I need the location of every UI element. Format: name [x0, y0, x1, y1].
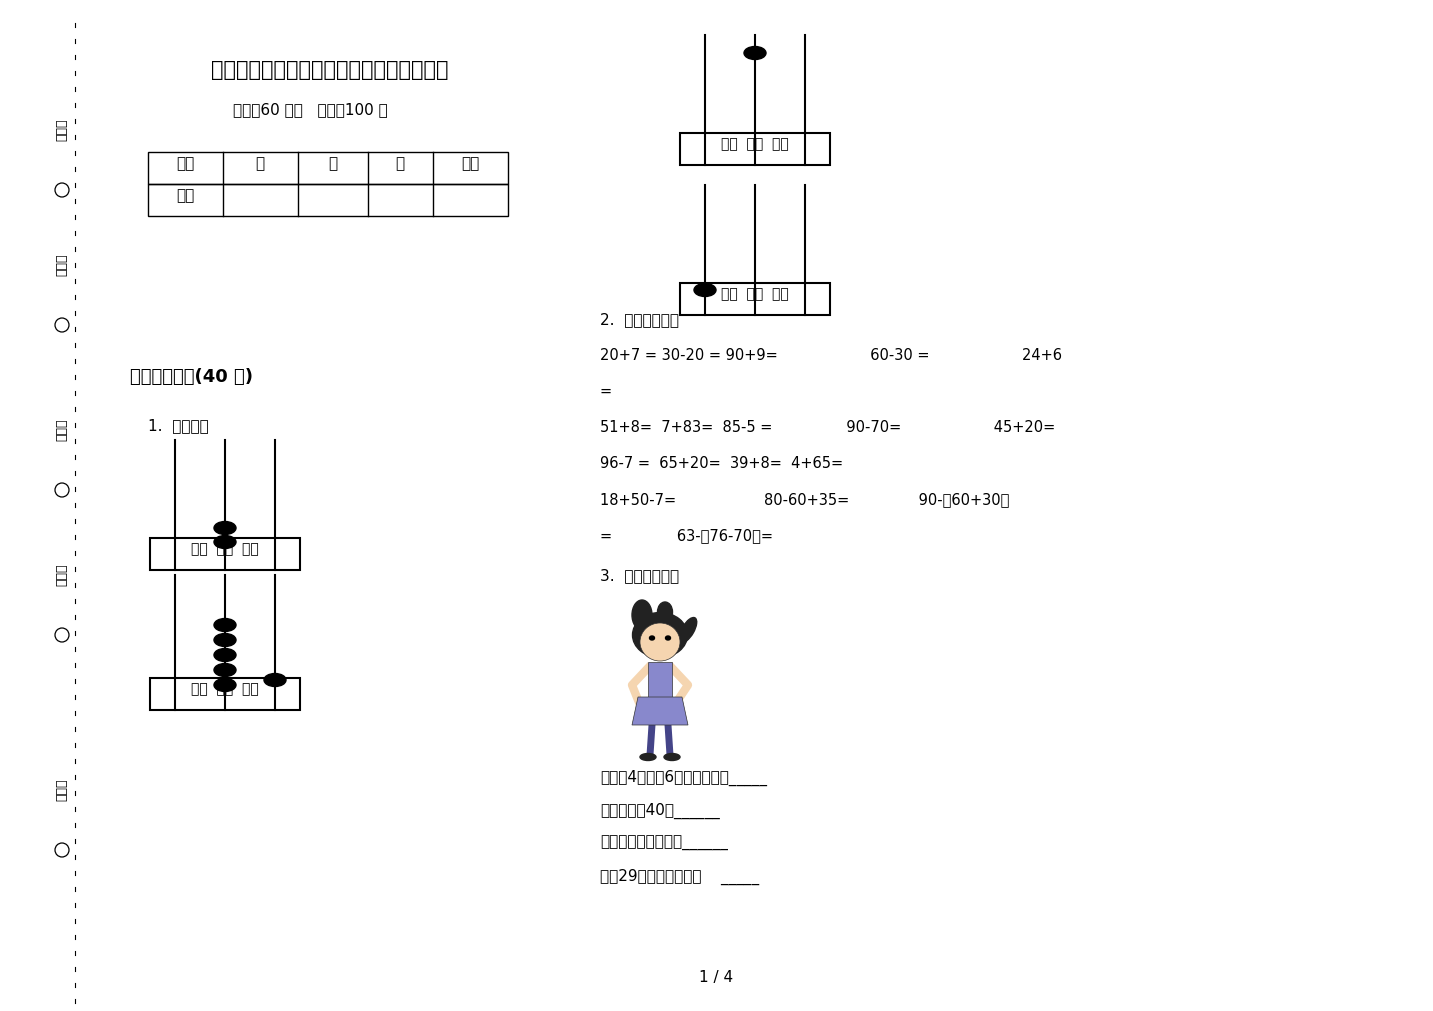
Ellipse shape: [649, 636, 655, 640]
Text: 百位  十位  个位: 百位 十位 个位: [721, 287, 790, 301]
Text: 总分: 总分: [461, 156, 479, 171]
Text: 三: 三: [396, 156, 404, 171]
Circle shape: [54, 183, 69, 197]
Text: 一、基础练习(40 分): 一、基础练习(40 分): [130, 368, 254, 386]
Ellipse shape: [214, 634, 236, 646]
Text: 百位  十位  个位: 百位 十位 个位: [191, 542, 259, 556]
Text: 班级：: 班级：: [56, 564, 69, 586]
Text: 18+50-7=                   80-60+35=               90-（60+30）: 18+50-7= 80-60+35= 90-（60+30）: [600, 492, 1009, 507]
Text: 一: 一: [255, 156, 265, 171]
Text: 得分: 得分: [176, 188, 193, 203]
Ellipse shape: [658, 602, 672, 622]
Text: 姓名：: 姓名：: [56, 419, 69, 441]
Text: 我是由4个十和6个一组成的。_____: 我是由4个十和6个一组成的。_____: [600, 770, 767, 787]
Circle shape: [54, 628, 69, 642]
Bar: [148, 152, 509, 184]
Text: 学校：: 学校：: [56, 778, 69, 802]
Ellipse shape: [264, 673, 287, 686]
Bar: [648, 662, 672, 697]
Text: 二: 二: [328, 156, 338, 171]
Text: 百位  十位  个位: 百位 十位 个位: [191, 682, 259, 696]
Ellipse shape: [214, 522, 236, 535]
Circle shape: [54, 483, 69, 497]
Text: 我是29后面的一个数。    _____: 我是29后面的一个数。 _____: [600, 869, 759, 886]
Text: 题号: 题号: [176, 156, 193, 171]
Text: 96-7 =  65+20=  39+8=  4+65=: 96-7 = 65+20= 39+8= 4+65=: [600, 456, 843, 471]
Bar: [681, 133, 830, 165]
Text: 考房：: 考房：: [56, 254, 69, 276]
Text: 我加上我是40。______: 我加上我是40。______: [600, 803, 719, 819]
Text: 1 / 4: 1 / 4: [699, 970, 734, 985]
Ellipse shape: [744, 47, 767, 60]
Circle shape: [54, 318, 69, 332]
Ellipse shape: [214, 536, 236, 549]
Ellipse shape: [214, 619, 236, 632]
Ellipse shape: [679, 618, 696, 642]
Text: =              63-（76-70）=: = 63-（76-70）=: [600, 528, 772, 543]
Text: 时间：60 分钟   满分：100 分: 时间：60 分钟 满分：100 分: [232, 102, 387, 117]
Ellipse shape: [214, 663, 236, 676]
Text: 我是最小的两位数。______: 我是最小的两位数。______: [600, 836, 728, 851]
Bar: [148, 184, 509, 216]
Text: 考号：: 考号：: [56, 118, 69, 142]
Ellipse shape: [641, 753, 656, 760]
Text: 百位  十位  个位: 百位 十位 个位: [721, 137, 790, 151]
Ellipse shape: [663, 753, 681, 760]
Text: 1.  看图写数: 1. 看图写数: [148, 418, 209, 433]
Circle shape: [54, 843, 69, 857]
Ellipse shape: [632, 613, 688, 657]
Text: 3.  猜猜我是谁？: 3. 猜猜我是谁？: [600, 568, 679, 583]
Ellipse shape: [214, 678, 236, 692]
Ellipse shape: [665, 636, 671, 640]
Ellipse shape: [214, 648, 236, 661]
Text: 51+8=  7+83=  85-5 =                90-70=                    45+20=: 51+8= 7+83= 85-5 = 90-70= 45+20=: [600, 420, 1055, 435]
Bar: [681, 283, 830, 315]
Ellipse shape: [694, 283, 716, 296]
Ellipse shape: [641, 623, 681, 661]
Text: 部编人教版一年级下学期混合数学期末试卷: 部编人教版一年级下学期混合数学期末试卷: [211, 60, 449, 80]
Bar: [150, 678, 299, 710]
Text: 20+7 = 30-20 = 90+9=                    60-30 =                    24+6: 20+7 = 30-20 = 90+9= 60-30 = 24+6: [600, 348, 1062, 363]
Text: 2.  直接写出得数: 2. 直接写出得数: [600, 312, 679, 327]
Text: =: =: [600, 384, 612, 399]
Bar: [150, 538, 299, 570]
Ellipse shape: [632, 600, 652, 630]
Polygon shape: [632, 697, 688, 725]
